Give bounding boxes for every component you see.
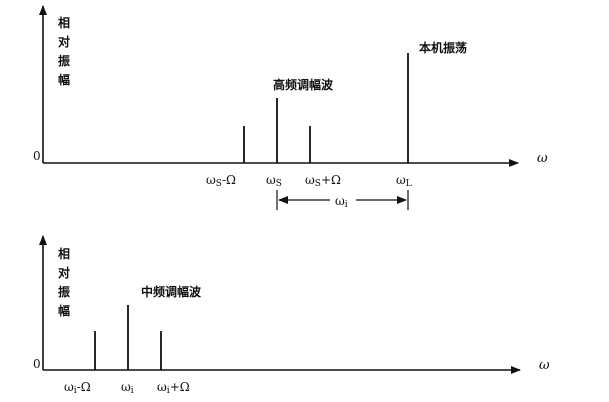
top-panel: 相 对 振 幅 0 ω 高频调幅波 本机振荡 ωS-Ω ωS ωS+Ω ωL ω…	[33, 5, 548, 210]
tick-ws-minus: ωS-Ω	[206, 173, 236, 189]
tick-wi-minus: ωi-Ω	[64, 380, 91, 396]
top-y-label-3: 振	[58, 53, 70, 68]
bottom-panel: 相 对 振 幅 0 ω 中频调幅波 ωi-Ω ωi ωi+Ω	[33, 235, 550, 396]
wi-bracket-label: ωi	[335, 194, 348, 210]
top-x-axis-label: ω	[537, 151, 548, 166]
top-zero-label: 0	[33, 149, 41, 163]
bottom-zero-label: 0	[33, 357, 41, 371]
lo-label: 本机振荡	[419, 40, 467, 55]
bottom-y-label-1: 相	[58, 246, 70, 261]
tick-ws: ωS	[266, 173, 282, 189]
top-y-label-2: 对	[58, 34, 70, 49]
top-y-label-1: 相	[58, 15, 70, 30]
bottom-y-label-4: 幅	[58, 303, 70, 318]
tick-wi-plus: ωi+Ω	[157, 380, 190, 396]
bottom-y-label-3: 振	[58, 284, 70, 299]
am-wave-label: 高频调幅波	[273, 77, 334, 92]
top-y-label-4: 幅	[58, 72, 70, 87]
tick-wi: ωi	[121, 380, 134, 396]
bottom-y-label-2: 对	[58, 265, 70, 280]
tick-wl: ωL	[396, 173, 412, 189]
tick-ws-plus: ωS+Ω	[305, 173, 341, 189]
bottom-x-axis-label: ω	[539, 358, 550, 373]
if-wave-label: 中频调幅波	[141, 284, 202, 299]
